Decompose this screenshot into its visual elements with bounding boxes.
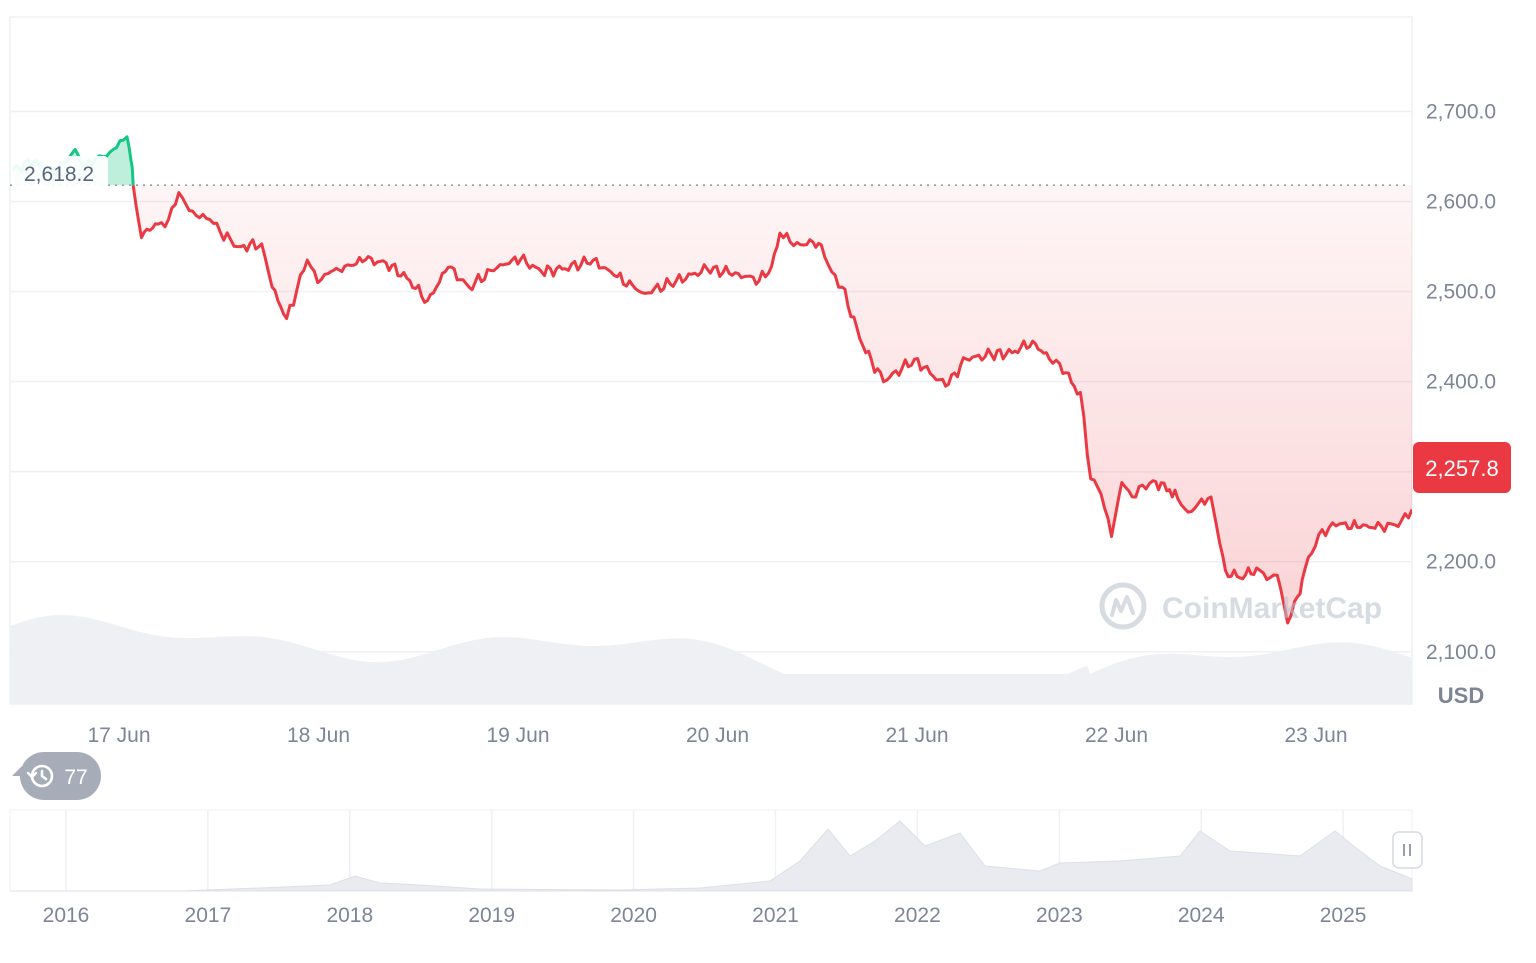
- navigator-year-label: 2018: [326, 904, 373, 927]
- navigator-year-label: 2024: [1178, 904, 1225, 927]
- navigator-year-label: 2022: [894, 904, 941, 927]
- history-count: 77: [64, 766, 87, 789]
- x-tick-label: 23 Jun: [1284, 724, 1347, 747]
- y-tick-label: 2,100.0: [1426, 641, 1496, 664]
- x-tick-label: 20 Jun: [686, 724, 749, 747]
- watermark: CoinMarketCap: [1099, 582, 1382, 630]
- price-line-below: [131, 185, 1412, 625]
- x-tick-label: 21 Jun: [885, 724, 948, 747]
- coinmarketcap-logo-mark: [1110, 595, 1135, 617]
- navigator-year-label: 2017: [185, 904, 232, 927]
- open-price-label: 2,618.2: [24, 163, 94, 186]
- price-areas: [13, 136, 1412, 623]
- history-icon: [26, 764, 54, 788]
- navigator-handle[interactable]: [1392, 831, 1423, 869]
- currency-label: USD: [1438, 683, 1484, 708]
- range-navigator[interactable]: 2016 2017 2018 2019 2020 2021 2022 2023 2024 2025: [9, 809, 1423, 927]
- y-tick-label: 2,200.0: [1426, 551, 1496, 574]
- navigator-year-label: 2023: [1036, 904, 1083, 927]
- y-tick-label: 2,400.0: [1426, 371, 1496, 394]
- volume-bars: [10, 615, 1412, 704]
- history-button[interactable]: 77: [12, 752, 101, 800]
- navigator-year-label: 2025: [1320, 904, 1367, 927]
- price-lines: [11, 135, 1412, 625]
- x-axis: 17 Jun 18 Jun 19 Jun 20 Jun 21 Jun 22 Jun 23 J…: [87, 724, 1347, 747]
- navigator-year-label: 2019: [468, 904, 515, 927]
- navigator-years: 2016 2017 2018 2019 2020 2021 2022 2023 2024 2025: [43, 904, 1367, 927]
- open-price-tag: 2,618.2: [12, 156, 108, 190]
- x-tick-label: 17 Jun: [87, 724, 150, 747]
- y-tick-label: 2,500.0: [1426, 281, 1496, 304]
- coinmarketcap-logo-icon: [1099, 582, 1147, 630]
- y-tick-label: 2,600.0: [1426, 191, 1496, 214]
- x-tick-label: 19 Jun: [486, 724, 549, 747]
- navigator-series: [10, 820, 1413, 892]
- volume-area: [10, 615, 1412, 704]
- current-price-tag: 2,257.8: [1413, 442, 1511, 493]
- current-price-label: 2,257.8: [1425, 456, 1498, 481]
- watermark-text: CoinMarketCap: [1162, 592, 1382, 625]
- y-tick-label: 2,700.0: [1426, 101, 1496, 124]
- below-open-area: [133, 185, 1412, 623]
- x-tick-label: 22 Jun: [1085, 724, 1148, 747]
- navigator-year-label: 2020: [610, 904, 657, 927]
- navigator-year-label: 2016: [43, 904, 90, 927]
- navigator-year-label: 2021: [752, 904, 799, 927]
- x-tick-label: 18 Jun: [287, 724, 350, 747]
- y-axis: 2,100.02,200.02,300.02,400.02,500.02,600…: [1426, 101, 1496, 664]
